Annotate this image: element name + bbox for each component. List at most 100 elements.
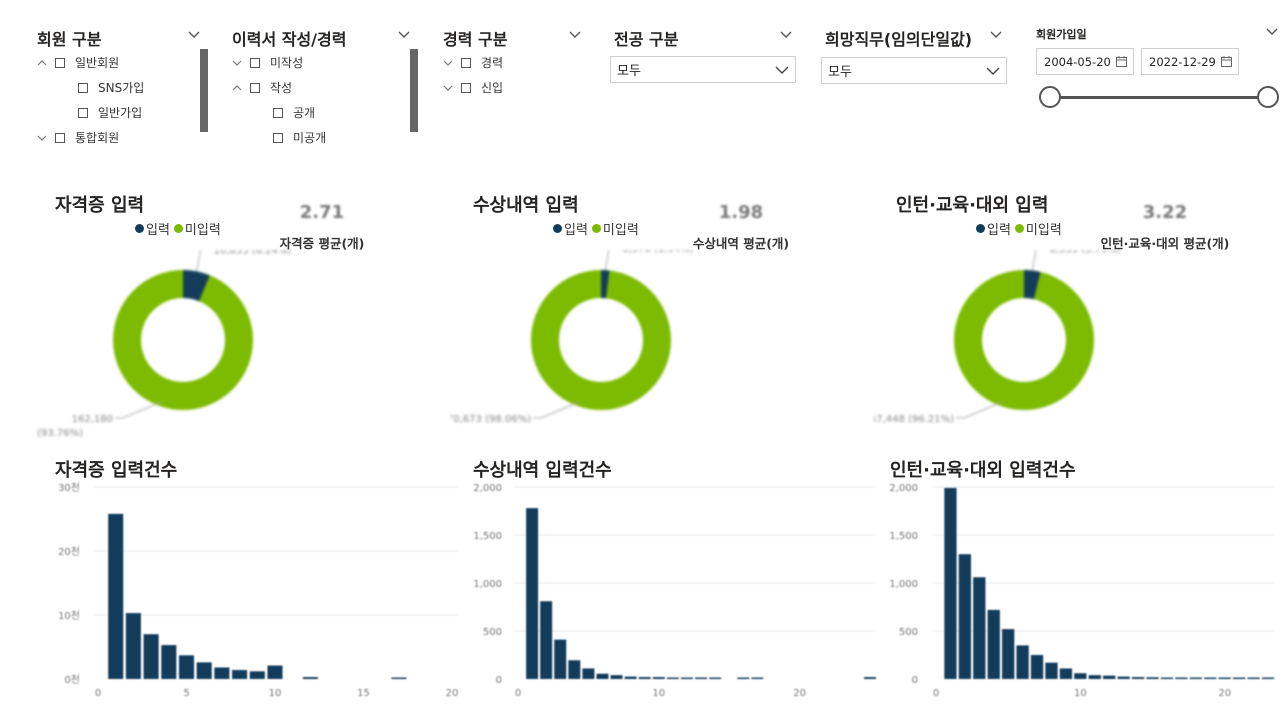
y-tick-label: 500 xyxy=(483,627,502,638)
y-tick-label: 1,500 xyxy=(473,531,502,542)
legend-label: 입력 xyxy=(987,223,1011,238)
bar xyxy=(1146,677,1159,679)
legend-item-entered[interactable]: 입력 xyxy=(976,219,1011,238)
bar xyxy=(596,673,609,679)
chart-title: 인턴·교육·대외 입력건수 xyxy=(890,460,1076,481)
end-date-input[interactable]: 2022-12-29 xyxy=(1141,48,1239,75)
bar xyxy=(1117,676,1130,679)
kpi-value: 1.98 xyxy=(718,202,764,223)
y-tick-label: 20천 xyxy=(58,546,80,558)
bar xyxy=(680,677,693,679)
checkbox[interactable] xyxy=(250,82,260,93)
chevron-down-icon[interactable] xyxy=(443,83,453,93)
bar xyxy=(958,554,972,679)
start-date-value: 2004-05-20 xyxy=(1044,54,1111,69)
checkbox[interactable] xyxy=(273,132,283,143)
leader-line xyxy=(604,250,610,271)
bar xyxy=(751,677,764,679)
donut-slice-entered xyxy=(113,270,253,410)
bar xyxy=(709,677,722,679)
tree-item-private[interactable]: 미공개 xyxy=(273,129,326,146)
scrollbar[interactable] xyxy=(200,49,208,132)
start-date-input[interactable]: 2004-05-20 xyxy=(1036,48,1134,75)
date-range-track[interactable] xyxy=(1050,96,1268,99)
bar xyxy=(695,677,708,679)
bar xyxy=(196,662,212,679)
bar xyxy=(1247,677,1260,679)
chevron-down-icon[interactable] xyxy=(1265,24,1279,38)
tree-item-label: 신입 xyxy=(481,81,504,95)
chevron-up-icon[interactable] xyxy=(232,83,242,93)
checkbox[interactable] xyxy=(78,82,88,93)
checkbox[interactable] xyxy=(55,57,65,68)
bar xyxy=(1261,677,1275,679)
y-tick-label: 30천 xyxy=(58,482,80,494)
tree-item-written[interactable]: 작성 xyxy=(232,79,292,96)
checkbox[interactable] xyxy=(250,57,260,68)
y-tick-label: 1,000 xyxy=(473,579,502,590)
chevron-down-icon[interactable] xyxy=(187,27,201,41)
legend: 입력 미입력 xyxy=(553,219,643,238)
legend-item-not-entered[interactable]: 미입력 xyxy=(1014,219,1062,238)
tree-item-label: 미공개 xyxy=(293,131,327,145)
bar xyxy=(1016,645,1029,679)
bar xyxy=(1030,655,1044,679)
bar xyxy=(108,513,124,679)
chevron-down-icon[interactable] xyxy=(443,58,453,68)
chevron-up-icon[interactable] xyxy=(37,58,47,68)
tree-item-general-member[interactable]: 일반회원 xyxy=(37,54,119,71)
legend-dot xyxy=(976,224,985,233)
x-tick-label: 10 xyxy=(1074,688,1087,699)
bar xyxy=(944,487,957,679)
chevron-down-icon[interactable] xyxy=(779,27,793,41)
scrollbar[interactable] xyxy=(410,49,418,132)
tree-item-general-join[interactable]: 일반가입 xyxy=(78,104,142,121)
y-tick-label: 2,000 xyxy=(473,483,502,494)
chevron-down-icon[interactable] xyxy=(232,58,242,68)
donut-label-entered: 3,370 (1.94%) xyxy=(622,250,693,255)
tree-item-sns[interactable]: SNS가입 xyxy=(78,79,144,96)
checkbox[interactable] xyxy=(55,132,65,143)
tree-item-integrated[interactable]: 통합회원 xyxy=(37,129,119,146)
calendar-icon[interactable] xyxy=(1221,56,1232,67)
range-end-handle[interactable] xyxy=(1257,86,1279,108)
legend-item-not-entered[interactable]: 미입력 xyxy=(591,219,639,238)
legend-item-entered[interactable]: 입력 xyxy=(135,219,170,238)
range-start-handle[interactable] xyxy=(1039,86,1061,108)
checkbox[interactable] xyxy=(78,107,88,118)
donut-slice-not-entered xyxy=(113,270,253,410)
bar xyxy=(1204,677,1217,679)
checkbox[interactable] xyxy=(461,57,471,68)
chevron-down-icon[interactable] xyxy=(989,27,1003,41)
y-tick-label: 0천 xyxy=(64,674,80,686)
tree-item-public[interactable]: 공개 xyxy=(273,104,315,121)
checkbox[interactable] xyxy=(461,82,471,93)
bar xyxy=(1160,677,1174,679)
chevron-down-icon[interactable] xyxy=(397,27,411,41)
dropdown-value: 모두 xyxy=(617,64,641,79)
job-dropdown[interactable]: 모두 xyxy=(821,57,1007,84)
donut-label-not-entered: 167,448 (96.21%) xyxy=(874,414,954,425)
bar xyxy=(1074,673,1087,679)
legend-label: 미입력 xyxy=(602,223,639,238)
tree-item-experienced[interactable]: 경력 xyxy=(443,54,503,71)
bar xyxy=(391,677,407,679)
chevron-down-icon[interactable] xyxy=(37,133,47,143)
chevron-down-icon[interactable] xyxy=(568,27,582,41)
donut-label-entered: 6,595 (3.79%) xyxy=(1049,250,1120,255)
bar xyxy=(526,508,539,679)
legend-item-not-entered[interactable]: 미입력 xyxy=(173,219,221,238)
major-dropdown[interactable]: 모두 xyxy=(610,56,796,83)
legend-label: 미입력 xyxy=(184,223,221,238)
legend-item-entered[interactable]: 입력 xyxy=(553,219,588,238)
bar xyxy=(973,577,986,679)
calendar-icon[interactable] xyxy=(1116,56,1127,67)
checkbox[interactable] xyxy=(273,107,283,118)
y-tick-label: 0 xyxy=(496,675,502,686)
bar xyxy=(666,677,679,679)
chevron-down-icon xyxy=(775,66,789,74)
legend-label: 입력 xyxy=(564,223,588,238)
tree-item-newcomer[interactable]: 신입 xyxy=(443,79,503,96)
tree-item-not-written[interactable]: 미작성 xyxy=(232,54,303,71)
slicer-title: 이력서 작성/경력 xyxy=(232,30,347,49)
